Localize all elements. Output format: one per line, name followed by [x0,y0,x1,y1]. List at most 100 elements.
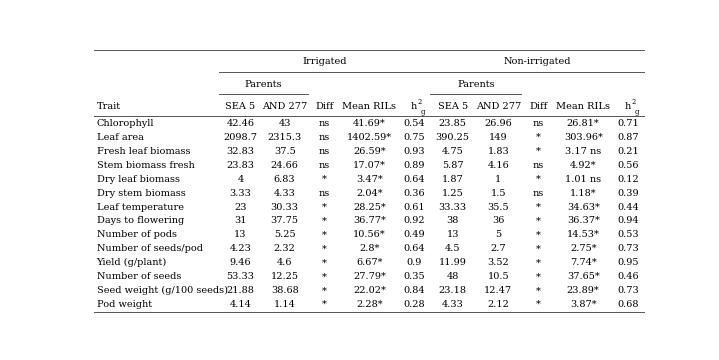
Text: Stem biomass fresh: Stem biomass fresh [96,161,194,170]
Text: 0.68: 0.68 [617,300,638,309]
Text: 3.33: 3.33 [229,189,252,198]
Text: 2.28*: 2.28* [356,300,383,309]
Text: 0.54: 0.54 [403,119,425,128]
Text: 390.25: 390.25 [436,133,470,142]
Text: 0.39: 0.39 [617,189,638,198]
Text: 37.5: 37.5 [274,147,296,156]
Text: *: * [322,272,327,281]
Text: ns: ns [319,119,330,128]
Text: Mean RILs: Mean RILs [342,103,396,112]
Text: 0.46: 0.46 [617,272,638,281]
Text: Pod weight: Pod weight [96,300,152,309]
Text: *: * [536,286,541,295]
Text: 0.28: 0.28 [403,300,425,309]
Text: 2.75*: 2.75* [570,244,597,253]
Text: 0.12: 0.12 [617,175,638,184]
Text: 0.61: 0.61 [403,203,425,212]
Text: 6.67*: 6.67* [356,258,383,267]
Text: 0.64: 0.64 [403,244,425,253]
Text: 149: 149 [489,133,508,142]
Text: *: * [536,244,541,253]
Text: 0.49: 0.49 [403,230,425,239]
Text: 12.47: 12.47 [484,286,512,295]
Text: 1.87: 1.87 [441,175,464,184]
Text: *: * [322,258,327,267]
Text: ns: ns [533,161,544,170]
Text: *: * [536,216,541,225]
Text: 10.5: 10.5 [487,272,509,281]
Text: Non-irrigated: Non-irrigated [503,57,571,66]
Text: 2: 2 [631,98,636,106]
Text: *: * [322,175,327,184]
Text: 36.37*: 36.37* [567,216,600,225]
Text: 3.17 ns: 3.17 ns [565,147,601,156]
Text: Diff: Diff [529,103,547,112]
Text: *: * [536,147,541,156]
Text: 2315.3: 2315.3 [267,133,302,142]
Text: Yield (g/plant): Yield (g/plant) [96,258,167,267]
Text: 11.99: 11.99 [439,258,467,267]
Text: 2.8*: 2.8* [359,244,380,253]
Text: 5: 5 [495,230,501,239]
Text: 43: 43 [278,119,291,128]
Text: 1.25: 1.25 [441,189,464,198]
Text: 0.87: 0.87 [617,133,638,142]
Text: *: * [536,230,541,239]
Text: 0.64: 0.64 [403,175,425,184]
Text: Number of seeds: Number of seeds [96,272,181,281]
Text: 48: 48 [446,272,459,281]
Text: 2098.7: 2098.7 [224,133,257,142]
Text: 4.33: 4.33 [441,300,464,309]
Text: 1402.59*: 1402.59* [347,133,392,142]
Text: Number of seeds/pod: Number of seeds/pod [96,244,203,253]
Text: Trait: Trait [96,103,121,112]
Text: *: * [536,133,541,142]
Text: 0.44: 0.44 [617,203,638,212]
Text: Fresh leaf biomass: Fresh leaf biomass [96,147,190,156]
Text: 9.46: 9.46 [229,258,251,267]
Text: SEA 5: SEA 5 [225,103,255,112]
Text: 22.02*: 22.02* [353,286,386,295]
Text: 2.04*: 2.04* [356,189,383,198]
Text: 26.81*: 26.81* [567,119,600,128]
Text: 5.25: 5.25 [274,230,296,239]
Text: g: g [421,108,425,116]
Text: 13: 13 [446,230,459,239]
Text: ns: ns [319,161,330,170]
Text: 36.77*: 36.77* [353,216,386,225]
Text: 1.83: 1.83 [487,147,509,156]
Text: 2.12: 2.12 [487,300,509,309]
Text: 4.5: 4.5 [445,244,460,253]
Text: 26.96: 26.96 [485,119,512,128]
Text: 0.21: 0.21 [617,147,638,156]
Text: 4.75: 4.75 [441,147,464,156]
Text: 2.7: 2.7 [490,244,506,253]
Text: 3.87*: 3.87* [570,300,597,309]
Text: 21.88: 21.88 [226,286,255,295]
Text: 0.73: 0.73 [617,286,638,295]
Text: 27.79*: 27.79* [353,272,386,281]
Text: 3.47*: 3.47* [356,175,383,184]
Text: 26.59*: 26.59* [353,147,385,156]
Text: 1.5: 1.5 [490,189,506,198]
Text: AND 277: AND 277 [262,103,307,112]
Text: 38.68: 38.68 [271,286,298,295]
Text: 0.84: 0.84 [403,286,425,295]
Text: 4.16: 4.16 [487,161,509,170]
Text: 4.92*: 4.92* [570,161,597,170]
Text: 23.89*: 23.89* [567,286,600,295]
Text: *: * [536,203,541,212]
Text: Parents: Parents [244,80,282,89]
Text: 10.56*: 10.56* [353,230,385,239]
Text: 7.74*: 7.74* [570,258,597,267]
Text: 2: 2 [417,98,421,106]
Text: 42.46: 42.46 [226,119,255,128]
Text: ns: ns [319,147,330,156]
Text: 24.66: 24.66 [270,161,298,170]
Text: 1.14: 1.14 [274,300,296,309]
Text: Irrigated: Irrigated [303,57,347,66]
Text: 17.07*: 17.07* [353,161,386,170]
Text: 303.96*: 303.96* [564,133,603,142]
Text: 23: 23 [234,203,247,212]
Text: 0.95: 0.95 [617,258,638,267]
